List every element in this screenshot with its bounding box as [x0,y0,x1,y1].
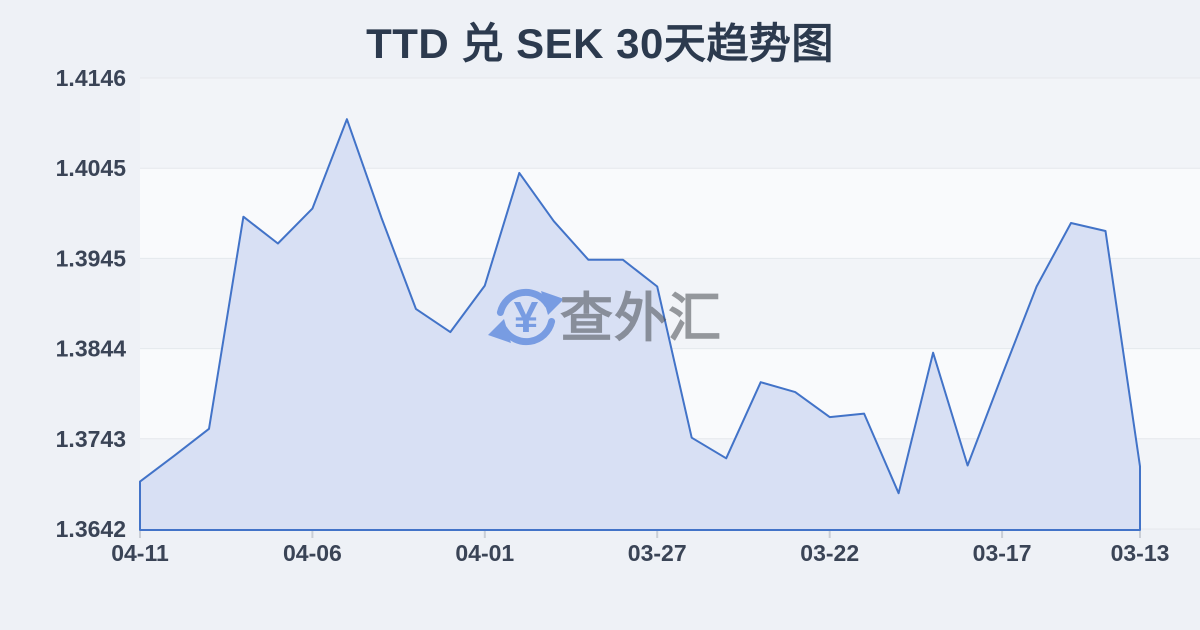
watermark: ¥ 查外汇 [488,288,722,348]
arrowhead-right-icon [541,291,564,315]
plot-area: 1.4146 1.4045 1.3945 1.3844 1.3743 1.364204-1… [56,65,1200,566]
y-axis-tick-label: 1.3844 [56,336,127,362]
y-axis-tick-label: 1.3743 [56,426,126,452]
watermark-text: 查外汇 [560,289,722,348]
refresh-arc-bottom [500,318,556,346]
y-axis-tick-label: 1.3945 [56,245,127,271]
x-axis-tick-label: 03-13 [1111,540,1170,566]
y-axis-tick-label: 1.4045 [56,155,127,181]
x-axis-tick-label: 03-27 [628,540,687,566]
x-axis-tick-label: 03-17 [973,540,1032,566]
currency-yen-refresh-icon: ¥ [488,288,564,346]
y-axis-tick-label: 1.4146 [56,65,126,91]
price-area-series [139,118,1141,531]
x-axis-tick-label: 04-06 [283,540,342,566]
arrowhead-left-icon [488,319,511,343]
refresh-arc-top [496,288,552,316]
x-axis-tick-label: 04-01 [455,540,514,566]
chart-title: TTD 兑 SEK 30天趋势图 [366,20,834,67]
y-axis-tick-label: 1.3642 [56,516,126,542]
plot-band [140,78,1200,169]
yen-symbol: ¥ [514,293,539,342]
x-axis-tick-label: 04-11 [111,540,169,566]
x-axis-tick-label: 03-22 [800,540,859,566]
